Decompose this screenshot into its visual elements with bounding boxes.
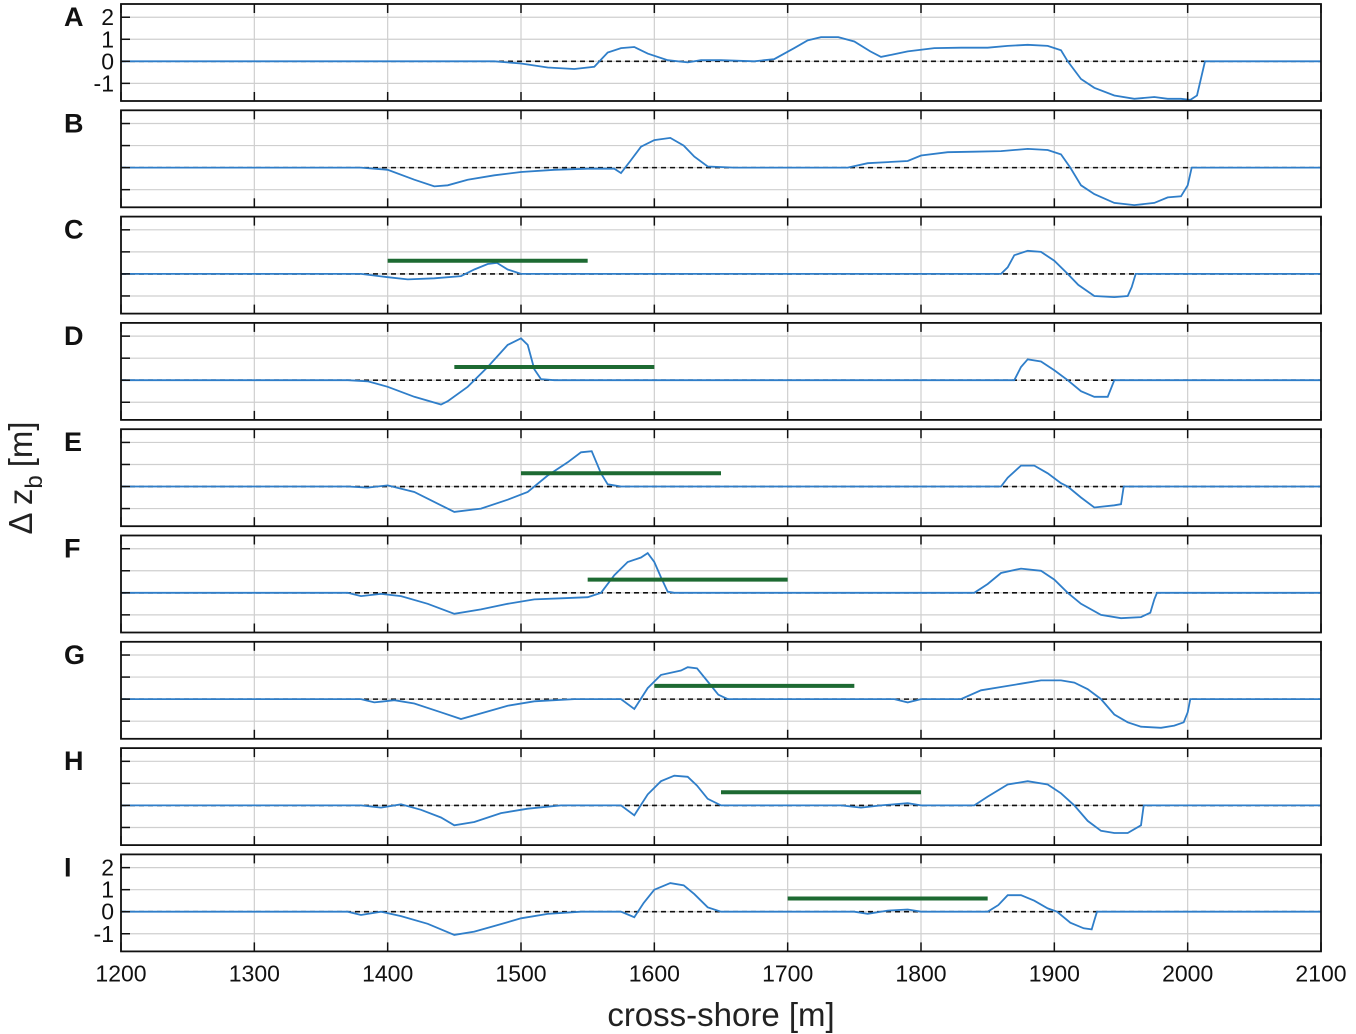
bed-change-profile-e — [121, 450, 1321, 513]
bed-change-profile-i — [121, 882, 1321, 936]
panel-label-c: C — [64, 215, 84, 245]
y-tick-label: 2 — [101, 855, 114, 881]
panel-label-h: H — [64, 746, 84, 776]
panel-g: G — [64, 640, 1322, 740]
x-axis-label: cross-shore [m] — [607, 996, 834, 1033]
axes-box — [120, 640, 1322, 740]
x-tick-label: 1500 — [495, 960, 546, 986]
y-axis-label-main: Δ z — [2, 489, 39, 535]
y-axis-label-subscript: b — [21, 475, 48, 488]
panel-e: E — [64, 427, 1322, 528]
y-axis-label: Δ zb [m] — [2, 421, 48, 534]
panel-label-e: E — [64, 427, 82, 457]
x-tick-label: 2000 — [1162, 960, 1213, 986]
axes-box — [120, 321, 1322, 421]
axes-box — [120, 109, 1322, 209]
axes-box — [120, 853, 1322, 953]
bed-change-profile-b — [121, 136, 1321, 207]
x-tick-label: 1600 — [629, 960, 680, 986]
y-tick-label: -1 — [94, 70, 114, 96]
panel-h: H — [64, 746, 1322, 846]
x-tick-label: 1700 — [762, 960, 813, 986]
axes-box — [120, 747, 1322, 846]
y-tick-label: -1 — [94, 921, 114, 947]
panel-d: D — [64, 321, 1322, 421]
y-tick-label: 1 — [101, 877, 114, 903]
axes-box — [120, 428, 1322, 528]
panel-f: F — [64, 534, 1322, 634]
bed-change-profile-a — [121, 36, 1321, 101]
panel-label-i: I — [64, 852, 72, 882]
y-tick-label: 0 — [101, 899, 114, 925]
x-tick-label: 1900 — [1029, 960, 1080, 986]
axes-box — [120, 215, 1322, 315]
bed-change-profile-f — [121, 551, 1321, 620]
x-tick-label: 1200 — [95, 960, 146, 986]
bed-change-profile-h — [121, 774, 1321, 834]
x-tick-label: 1400 — [362, 960, 413, 986]
bed-change-profile-c — [121, 249, 1321, 299]
axes-box — [120, 534, 1322, 634]
bed-change-profile-g — [121, 666, 1321, 729]
panel-label-b: B — [64, 108, 84, 138]
panel-label-f: F — [64, 534, 81, 564]
panel-c: C — [64, 215, 1322, 315]
x-tick-label: 1300 — [229, 960, 280, 986]
y-tick-label: 1 — [101, 26, 114, 52]
x-tick-labels: 1200 1300 1400 1500 1600 1700 1800 1900 2000 2100 — [95, 960, 1346, 986]
y-tick-label: 2 — [101, 4, 114, 30]
panel-label-g: G — [64, 640, 85, 670]
panel-b: B — [64, 108, 1322, 209]
axes-box — [120, 3, 1322, 102]
x-tick-label: 1800 — [895, 960, 946, 986]
panel-label-d: D — [64, 321, 84, 351]
bed-change-profile-d — [121, 337, 1321, 406]
y-axis-label-unit: [m] — [2, 421, 39, 467]
x-tick-label: 2100 — [1295, 960, 1346, 986]
y-tick-label: 0 — [101, 48, 114, 74]
panel-label-a: A — [64, 2, 84, 32]
svg-text:Δ zb[m]: Δ zb [m] — [2, 421, 48, 534]
